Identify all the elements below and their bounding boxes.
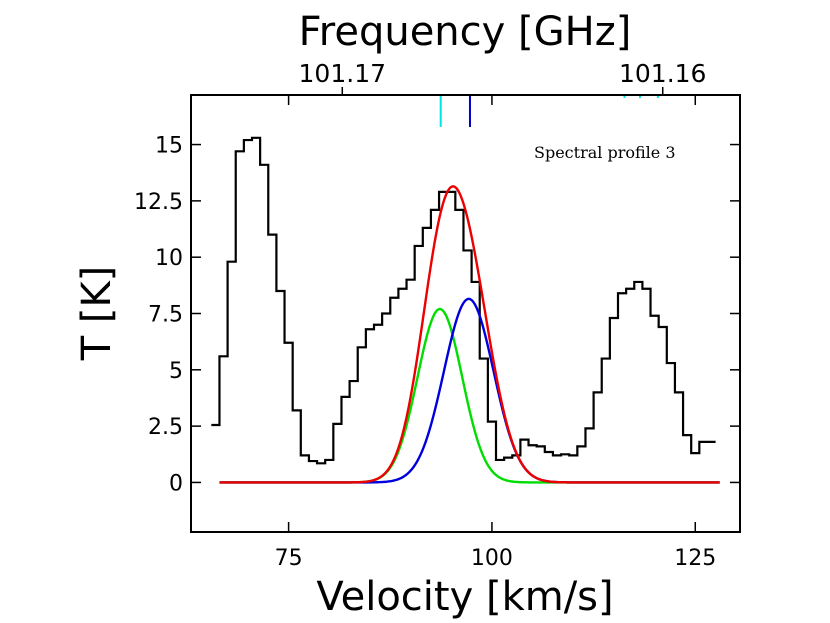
y-axis-title: T [K]	[74, 266, 120, 362]
y-tick-label: 12.5	[134, 190, 183, 215]
spectral-profile-annotation: Spectral profile 3	[534, 143, 676, 162]
series-observed-spectrum	[211, 136, 716, 465]
ticks-layer	[191, 87, 740, 532]
series-gaussian-component-1	[219, 307, 720, 484]
series-layer	[211, 136, 720, 484]
plot-frame	[190, 94, 741, 533]
tick-labels-layer: 75 100 125 0 2.5 5 7.5 10 12.5 15 101.17 101.16	[134, 59, 716, 571]
x-tick-label: 100	[471, 546, 513, 571]
y-tick-label: 10	[155, 246, 183, 271]
series-gaussian-component-2	[219, 297, 720, 484]
y-tick-label: 15	[155, 134, 183, 159]
x-axis-title: Velocity [km/s]	[316, 574, 613, 620]
y-tick-label: 0	[169, 471, 183, 496]
x-tick-label: 75	[275, 546, 303, 571]
series-total-fit	[219, 185, 720, 484]
top-axis-title: Frequency [GHz]	[299, 9, 632, 55]
x-tick-label: 125	[674, 546, 716, 571]
y-tick-label: 5	[169, 359, 183, 384]
top-tick-label: 101.16	[619, 59, 706, 88]
y-tick-label: 2.5	[148, 415, 183, 440]
y-tick-label: 7.5	[148, 303, 183, 328]
top-tick-label: 101.17	[299, 59, 386, 88]
